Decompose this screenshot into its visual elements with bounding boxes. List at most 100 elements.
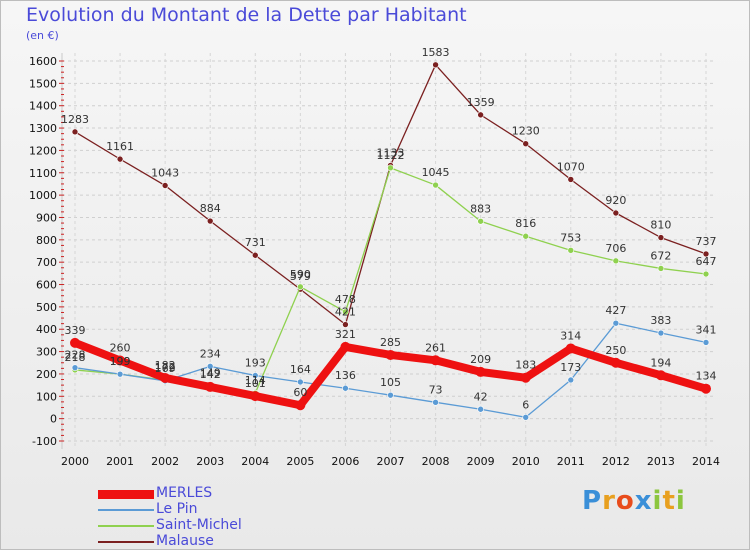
data-label: 884 (200, 202, 221, 215)
legend-swatch (98, 525, 154, 527)
data-point (702, 339, 710, 346)
y-tick-label: 1100 (29, 167, 57, 180)
data-label: 194 (650, 356, 671, 369)
data-point (115, 355, 126, 366)
y-tick-label: 200 (36, 368, 57, 381)
x-tick-label: 2004 (241, 455, 269, 468)
data-label: 427 (605, 304, 626, 317)
x-tick-label: 2008 (422, 455, 450, 468)
data-label: 383 (650, 314, 671, 327)
y-tick-label: 100 (36, 390, 57, 403)
data-label: 920 (605, 194, 626, 207)
data-point (160, 372, 171, 383)
data-point (340, 341, 351, 352)
data-label: 234 (200, 347, 221, 360)
y-tick-label: 900 (36, 211, 57, 224)
data-point (655, 370, 666, 381)
y-tick-label: 300 (36, 346, 57, 359)
data-label: 1161 (106, 140, 134, 153)
data-point (612, 257, 620, 265)
data-label: 142 (200, 368, 221, 381)
data-point (342, 384, 349, 392)
data-label: 816 (515, 217, 536, 230)
data-point (702, 270, 710, 278)
data-point (657, 265, 665, 272)
data-point (522, 140, 530, 148)
data-label: 647 (696, 255, 717, 268)
data-point (432, 61, 439, 69)
data-label: 199 (110, 355, 131, 368)
y-tick-label: 1000 (29, 189, 57, 202)
y-tick-label: 1600 (29, 55, 57, 68)
data-point (432, 399, 439, 406)
x-tick-label: 2002 (151, 455, 179, 468)
x-tick-label: 2006 (331, 455, 359, 468)
data-label: 228 (65, 349, 86, 362)
data-label: 73 (429, 383, 443, 396)
data-label: 1283 (61, 113, 89, 126)
legend-swatch (98, 541, 154, 543)
y-tick-label: 0 (50, 413, 57, 426)
x-tick-label: 2013 (647, 455, 675, 468)
legend-swatch (98, 490, 154, 499)
data-label: 285 (380, 336, 401, 349)
logo-letter: P (582, 486, 603, 516)
proxiti-logo: Proxiti (582, 486, 686, 516)
data-label: 114 (245, 374, 266, 387)
y-tick-label: -100 (32, 435, 57, 448)
data-label: 172 (155, 361, 176, 374)
data-label: 478 (335, 293, 356, 306)
data-point (295, 400, 306, 411)
data-point (342, 321, 349, 328)
legend-label: Malause (156, 533, 214, 549)
y-tick-label: 400 (36, 323, 57, 336)
data-label: 42 (474, 390, 488, 403)
data-point (385, 349, 396, 360)
x-tick-label: 2000 (61, 455, 89, 468)
data-label: 250 (605, 344, 626, 357)
data-label: 183 (515, 359, 536, 372)
data-label: 1583 (422, 46, 450, 59)
data-label: 218 (65, 351, 86, 364)
data-point (612, 209, 620, 217)
data-label: 182 (155, 359, 176, 372)
data-label: 136 (335, 369, 356, 382)
legend-item: MERLES (98, 485, 358, 502)
y-tick-label: 700 (36, 256, 57, 269)
data-point (610, 357, 621, 368)
data-label: 199 (110, 355, 131, 368)
x-tick-label: 2005 (286, 455, 314, 468)
legend-item: Le Pin (98, 501, 358, 518)
data-point (565, 343, 576, 354)
data-label: 173 (560, 361, 581, 374)
data-label: 134 (696, 370, 717, 383)
data-point (71, 128, 79, 136)
data-label: 209 (470, 353, 491, 366)
legend: MERLES Le Pin Saint-Michel Malause (98, 485, 358, 550)
data-point (430, 355, 441, 366)
data-point (702, 250, 710, 258)
data-point (432, 181, 439, 189)
data-label: 321 (335, 328, 356, 341)
data-label: 731 (245, 236, 266, 249)
x-tick-label: 2003 (196, 455, 224, 468)
y-tick-label: 600 (36, 279, 57, 292)
logo-letter: i (675, 486, 686, 516)
data-point (297, 283, 304, 291)
data-point (205, 381, 216, 392)
chart-subtitle: (en €) (26, 29, 59, 42)
data-point (116, 155, 124, 163)
data-point (250, 391, 261, 402)
data-label: 579 (290, 270, 311, 283)
data-point (206, 363, 214, 370)
data-point (297, 378, 304, 386)
data-point (477, 217, 484, 225)
y-tick-label: 1200 (29, 144, 57, 157)
data-label: 341 (696, 323, 717, 336)
data-point (477, 111, 484, 119)
logo-letter: t (662, 486, 676, 516)
data-label: 1133 (377, 146, 405, 159)
data-point (70, 337, 80, 348)
data-point (520, 372, 531, 383)
